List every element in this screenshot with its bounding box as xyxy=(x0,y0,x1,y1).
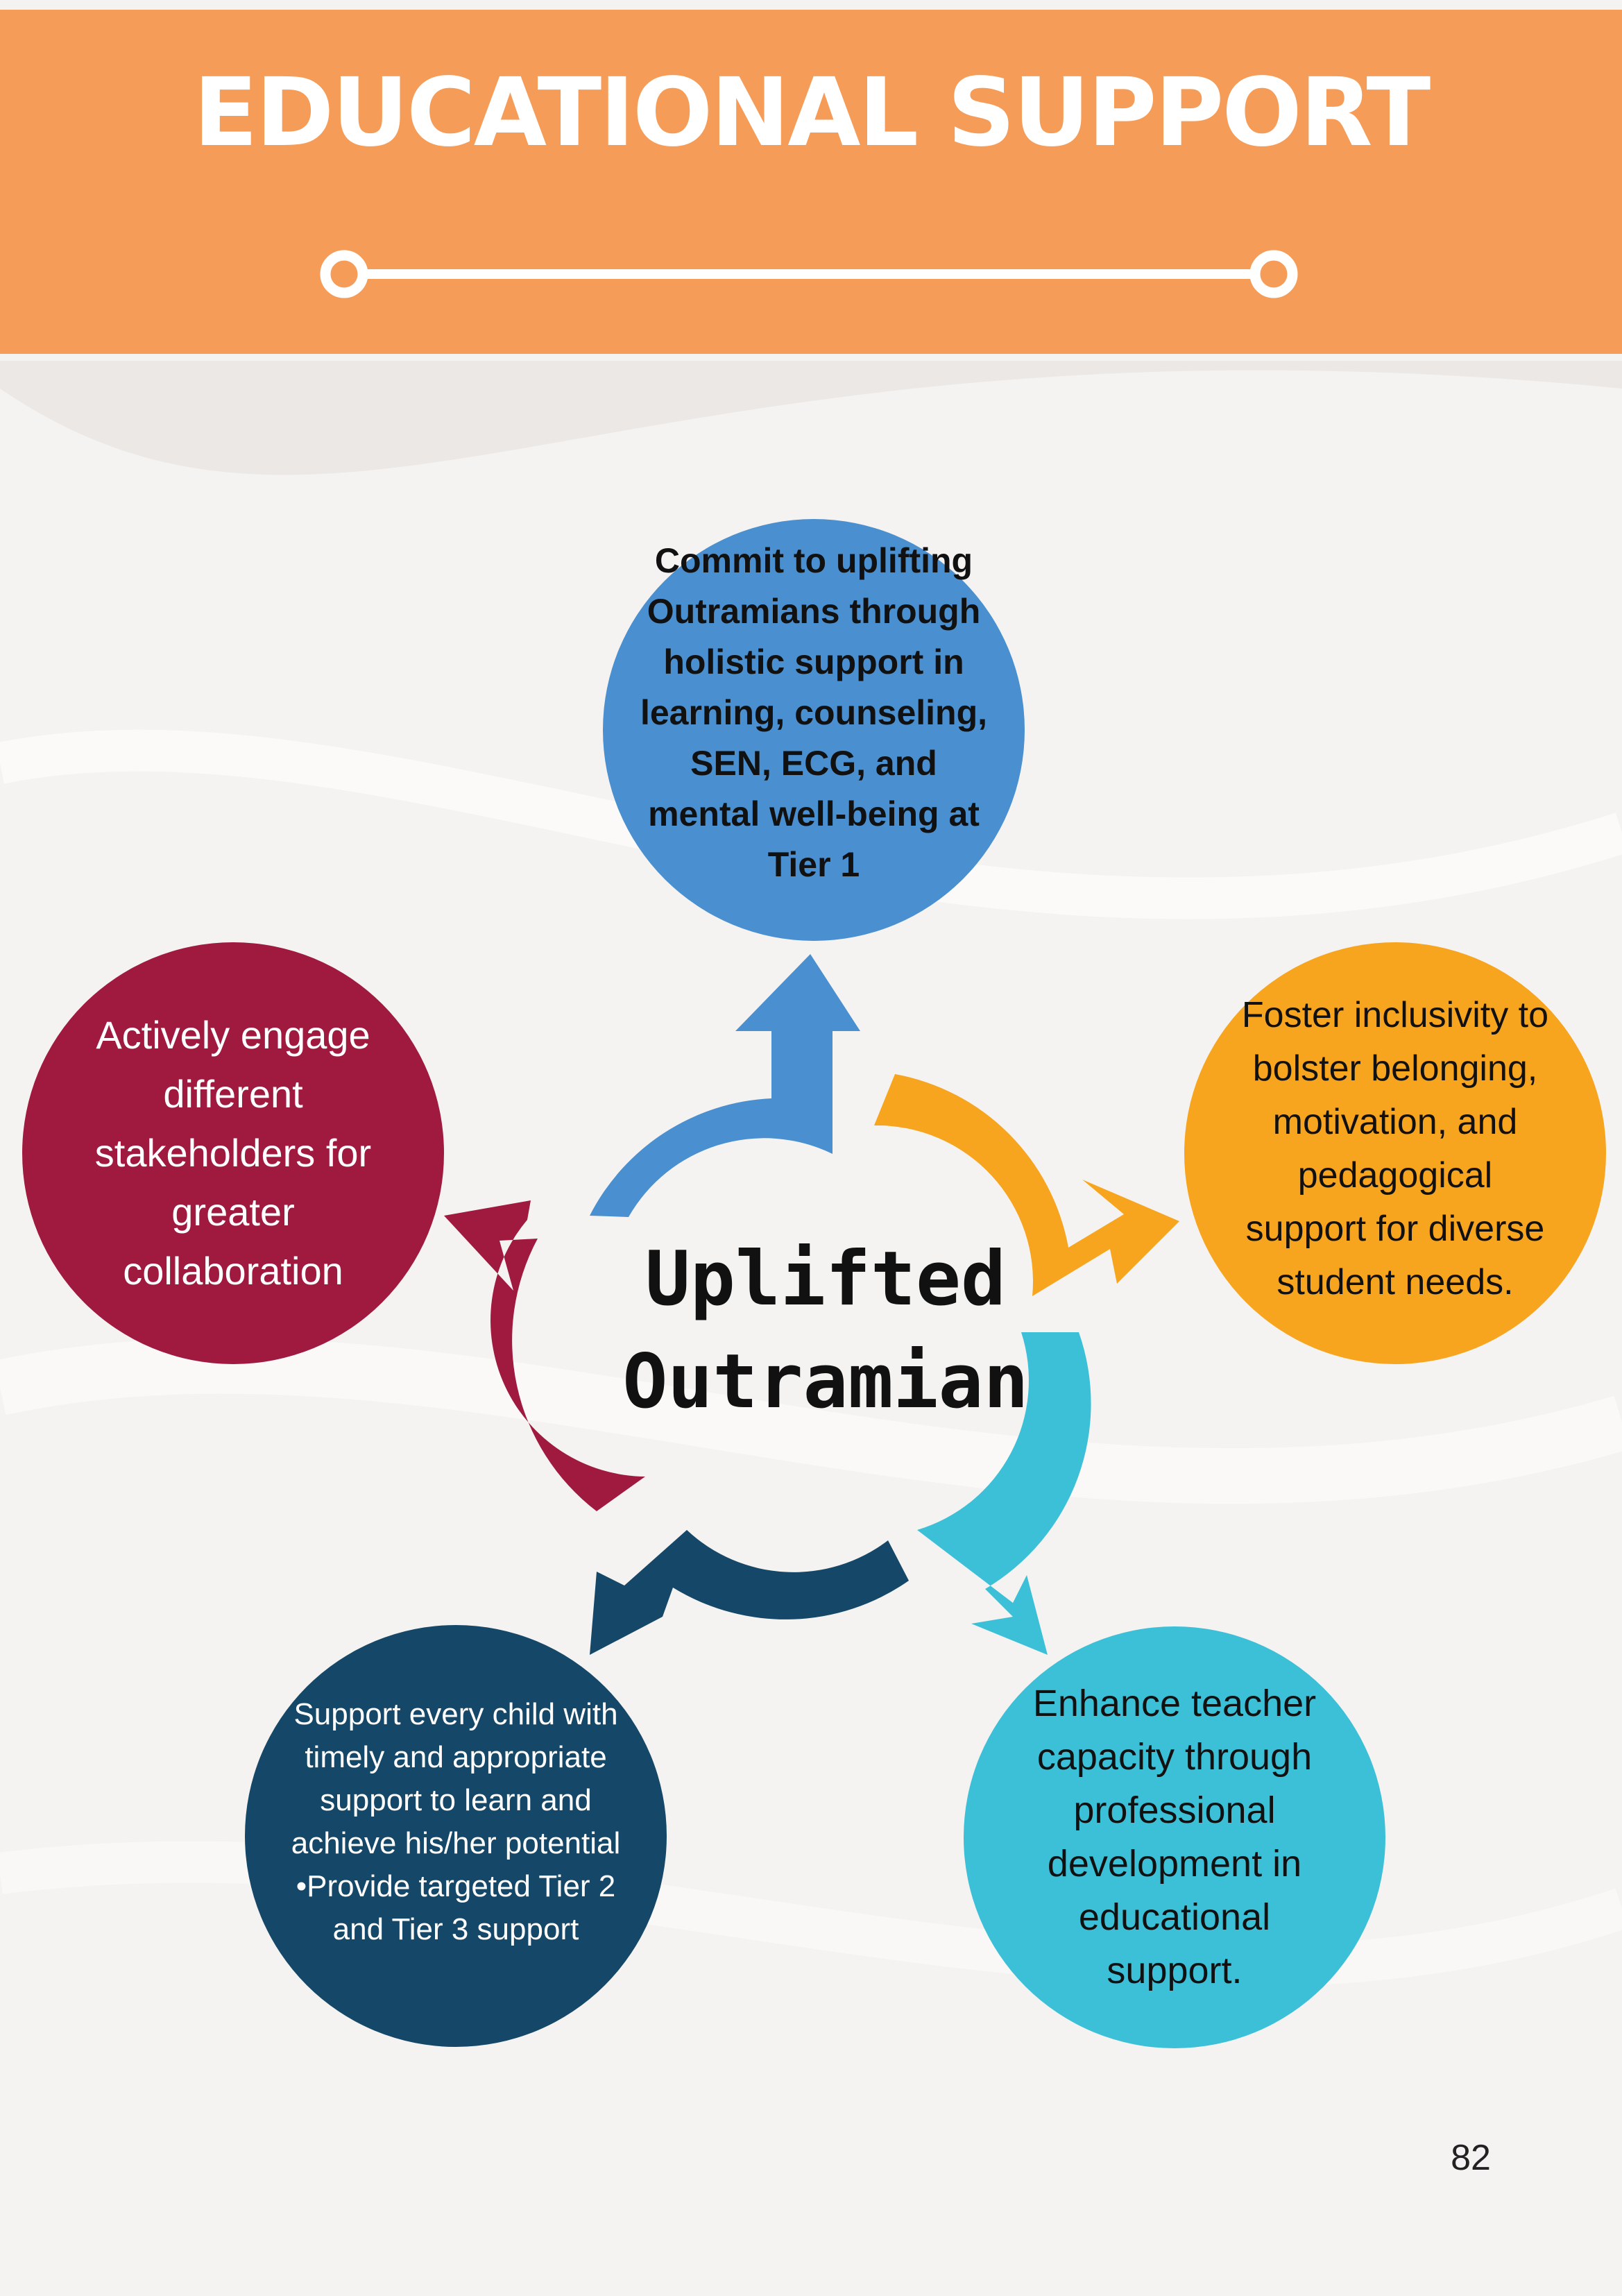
circle-inclusivity-text: Foster inclusivity to bolster belonging,… xyxy=(1241,995,1549,1302)
circle-tier1-support: Commit to uplifting Outramians through h… xyxy=(603,519,1025,941)
title-divider xyxy=(320,250,1298,298)
circle-stakeholders: Actively engage different stakeholders f… xyxy=(22,942,444,1364)
arrow-cyan xyxy=(917,1332,1091,1655)
circle-child-support: Support every child with timely and appr… xyxy=(245,1625,667,2047)
arrow-navy xyxy=(590,1530,909,1655)
circle-tier1-text: Commit to uplifting Outramians through h… xyxy=(640,541,988,884)
page-title: EDUCATIONAL SUPPORT xyxy=(193,58,1431,168)
circle-teacher-capacity-text: Enhance teacher capacity through profess… xyxy=(1032,1683,1317,1991)
arrow-crimson xyxy=(444,1200,645,1511)
circle-stakeholders-text: Actively engage different stakeholders f… xyxy=(94,1012,372,1293)
page-number: 82 xyxy=(1451,2138,1491,2178)
circle-inclusivity: Foster inclusivity to bolster belonging,… xyxy=(1184,942,1606,1364)
header-banner xyxy=(0,10,1622,354)
circle-teacher-capacity: Enhance teacher capacity through profess… xyxy=(964,1626,1385,2048)
arrow-blue xyxy=(590,954,860,1217)
circle-child-support-text: Support every child with timely and appr… xyxy=(291,1697,621,1946)
arrow-orange xyxy=(874,1074,1179,1296)
center-label: Uplifted Outramian xyxy=(622,1236,1029,1425)
